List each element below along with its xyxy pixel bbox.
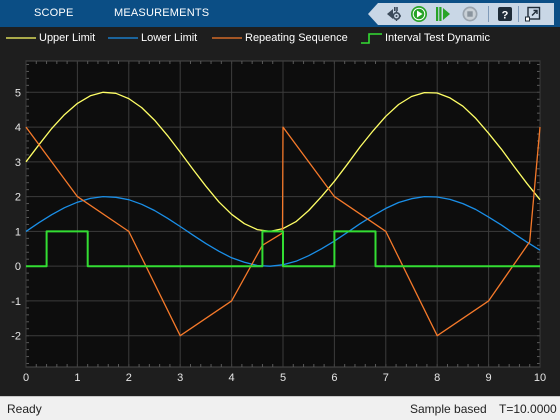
legend-swatch (212, 37, 242, 39)
y-tick-label: 1 (15, 226, 21, 238)
undock-button[interactable] (524, 5, 542, 23)
settings-button[interactable] (384, 5, 402, 23)
undock-icon (525, 6, 541, 22)
stop-button[interactable] (461, 5, 479, 23)
legend-swatch (108, 37, 138, 39)
status-bar: Ready Sample based T=10.0000 (0, 396, 560, 420)
sample-mode: Sample based (410, 402, 487, 416)
legend-swatch (6, 37, 36, 39)
toolstrip: SCOPE MEASUREMENTS (0, 0, 560, 27)
plot-area[interactable]: 0 1 2 3 4 5 6 7 8 9 10 -2 -1 0 1 2 3 4 5 (0, 49, 560, 396)
step-forward-button[interactable] (434, 5, 452, 23)
x-tick-label: 9 (486, 372, 492, 384)
x-tick-label: 3 (177, 372, 183, 384)
y-tick-label: -1 (11, 296, 21, 308)
legend-label: Upper Limit (39, 32, 96, 44)
y-tick-label: 5 (15, 87, 21, 99)
toolbar-separator (488, 6, 489, 22)
series-line-interval-test-dynamic (26, 230, 540, 268)
y-tick-label: 2 (15, 192, 21, 204)
toolbar-separator (518, 6, 519, 22)
legend-item-repeating-sequence[interactable]: Repeating Sequence (212, 31, 348, 45)
toolbar-group: ? (368, 3, 554, 25)
status-text: Ready (7, 402, 42, 416)
x-tick-label: 10 (534, 372, 546, 384)
legend-label: Interval Test Dynamic (385, 32, 490, 44)
legend-item-lower-limit[interactable]: Lower Limit (108, 31, 197, 45)
tab-measurements[interactable]: MEASUREMENTS (114, 7, 210, 19)
simulation-time: T=10.0000 (499, 402, 557, 416)
help-icon: ? (498, 7, 512, 22)
stop-icon (462, 6, 478, 22)
run-button[interactable] (410, 5, 428, 23)
y-tick-label: 4 (15, 122, 21, 134)
tick-labels: 0 1 2 3 4 5 6 7 8 9 10 -2 -1 0 1 2 3 4 5 (11, 87, 546, 384)
time-scope-chart[interactable]: 0 1 2 3 4 5 6 7 8 9 10 -2 -1 0 1 2 3 4 5 (0, 49, 560, 396)
x-tick-label: 0 (23, 372, 29, 384)
step-forward-icon (436, 7, 450, 21)
legend: Upper Limit Lower Limit Repeating Sequen… (0, 27, 560, 49)
legend-item-upper-limit[interactable]: Upper Limit (6, 31, 95, 45)
x-tick-label: 1 (74, 372, 80, 384)
legend-item-interval-test-dynamic[interactable]: Interval Test Dynamic (361, 31, 490, 45)
x-tick-label: 7 (383, 372, 389, 384)
x-tick-label: 2 (126, 372, 132, 384)
series-lines (25, 91, 541, 337)
legend-label: Lower Limit (141, 32, 198, 44)
tab-scope[interactable]: SCOPE (34, 7, 74, 19)
series-line-repeating-sequence (25, 126, 541, 337)
help-button[interactable]: ? (496, 5, 514, 23)
x-tick-label: 4 (229, 372, 235, 384)
x-tick-label: 8 (434, 372, 440, 384)
legend-swatch (361, 33, 382, 44)
y-tick-label: -2 (11, 331, 21, 343)
x-tick-label: 6 (331, 372, 337, 384)
run-icon (411, 6, 427, 22)
legend-label: Repeating Sequence (245, 32, 348, 44)
y-tick-label: 0 (15, 261, 21, 273)
y-tick-label: 3 (15, 157, 21, 169)
x-tick-label: 5 (280, 372, 286, 384)
settings-icon (387, 7, 401, 21)
svg-text:?: ? (502, 10, 509, 22)
